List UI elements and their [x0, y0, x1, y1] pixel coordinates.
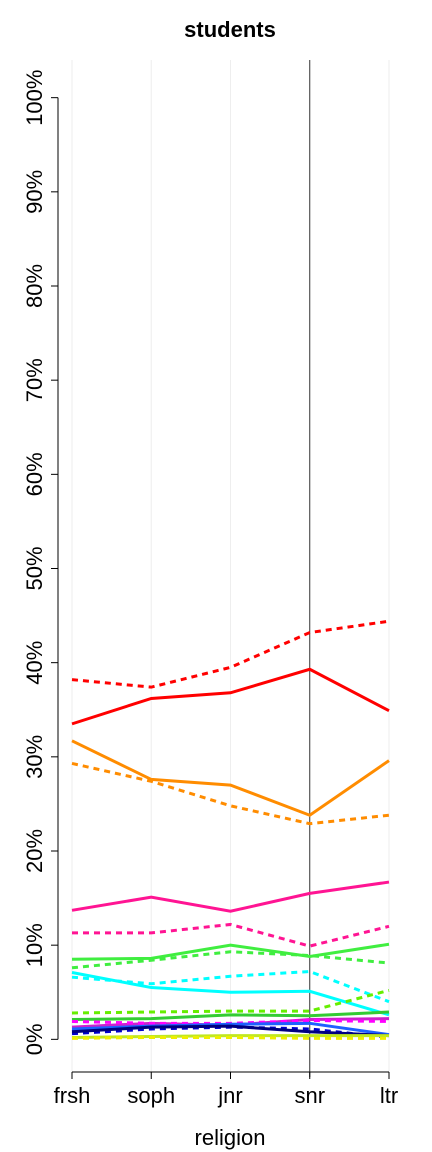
series-line: [71, 1035, 389, 1040]
y-tick-label: 10%: [22, 923, 47, 967]
series-line: [71, 1021, 390, 1037]
y-tick-label: 100%: [22, 70, 47, 126]
series-line: [71, 971, 390, 1017]
series-line: [71, 950, 390, 970]
x-tick-label: snr: [294, 1083, 325, 1108]
y-tick-label: 80%: [22, 264, 47, 308]
series-line: [71, 1024, 390, 1038]
y-tick-label: 40%: [22, 641, 47, 685]
y-tick-label: 0%: [22, 1023, 47, 1055]
y-tick-label: 50%: [22, 546, 47, 590]
y-tick-label: 70%: [22, 358, 47, 402]
series-line: [71, 942, 390, 961]
x-tick-label: jnr: [217, 1083, 242, 1108]
series-line: [71, 1034, 389, 1039]
chart-title: students: [184, 17, 276, 42]
y-tick-label: 30%: [22, 735, 47, 779]
series-line: [71, 667, 390, 726]
series-line: [72, 922, 390, 948]
series-line: [71, 739, 390, 817]
series-line: [71, 880, 390, 913]
series-line: [71, 988, 390, 1015]
y-tick-label: 60%: [22, 452, 47, 496]
y-tick-label: 90%: [22, 170, 47, 214]
x-tick-label: soph: [127, 1083, 175, 1108]
series-line: [71, 970, 390, 1004]
x-axis-label: religion: [195, 1125, 266, 1150]
x-tick-label: frsh: [54, 1083, 91, 1108]
x-tick-label: ltr: [380, 1083, 398, 1108]
series-line: [71, 1010, 390, 1022]
y-tick-label: 20%: [22, 829, 47, 873]
